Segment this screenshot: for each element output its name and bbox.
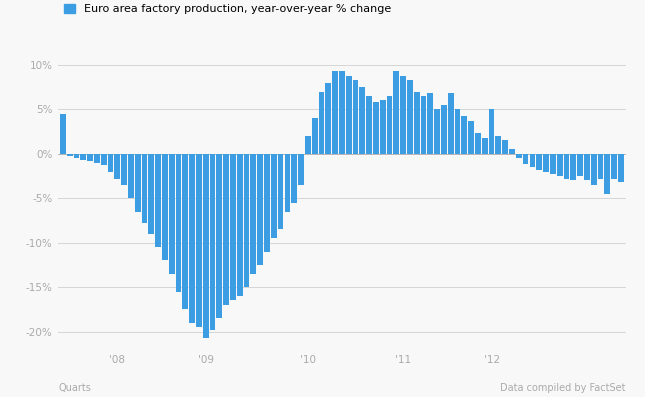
Bar	[223, 154, 229, 305]
Bar	[114, 154, 120, 179]
Bar	[292, 154, 297, 203]
Bar	[175, 154, 181, 291]
Bar	[577, 154, 583, 176]
Bar	[434, 110, 440, 154]
Bar	[87, 154, 93, 161]
Bar	[550, 154, 556, 174]
Bar	[278, 154, 284, 229]
Bar	[237, 154, 243, 296]
Bar	[604, 154, 610, 194]
Bar	[257, 154, 263, 265]
Bar	[407, 80, 413, 154]
Bar	[108, 154, 114, 172]
Bar	[557, 154, 562, 176]
Bar	[428, 93, 433, 154]
Bar	[94, 154, 100, 163]
Bar	[210, 154, 215, 330]
Bar	[244, 154, 250, 287]
Bar	[353, 80, 359, 154]
Text: Quarts: Quarts	[58, 383, 91, 393]
Bar	[264, 154, 270, 252]
Bar	[121, 154, 127, 185]
Bar	[250, 154, 256, 274]
Bar	[366, 96, 372, 154]
Bar	[502, 141, 508, 154]
Bar	[230, 154, 236, 301]
Bar	[319, 92, 324, 154]
Bar	[142, 154, 147, 223]
Bar	[128, 154, 134, 198]
Bar	[393, 71, 399, 154]
Bar	[81, 154, 86, 160]
Bar	[346, 75, 352, 154]
Bar	[543, 154, 549, 172]
Bar	[162, 154, 168, 260]
Bar	[537, 154, 542, 170]
Bar	[564, 154, 570, 179]
Bar	[183, 154, 188, 309]
Bar	[455, 110, 461, 154]
Bar	[489, 110, 495, 154]
Bar	[325, 83, 331, 154]
Bar	[618, 154, 624, 182]
Bar	[312, 118, 317, 154]
Bar	[332, 71, 338, 154]
Bar	[298, 154, 304, 185]
Bar	[400, 75, 406, 154]
Bar	[570, 154, 576, 181]
Bar	[101, 154, 106, 166]
Bar	[516, 154, 522, 158]
Bar	[530, 154, 535, 167]
Bar	[189, 154, 195, 323]
Legend: Euro area factory production, year-over-year % change: Euro area factory production, year-over-…	[64, 4, 391, 14]
Bar	[305, 136, 311, 154]
Bar	[584, 154, 590, 181]
Bar	[217, 154, 223, 318]
Bar	[74, 154, 79, 158]
Bar	[495, 136, 501, 154]
Bar	[461, 116, 467, 154]
Bar	[591, 154, 597, 185]
Bar	[169, 154, 175, 274]
Bar	[380, 100, 386, 154]
Bar	[284, 154, 290, 212]
Bar	[203, 154, 208, 338]
Bar	[66, 154, 72, 156]
Bar	[522, 154, 528, 164]
Bar	[611, 154, 617, 179]
Bar	[597, 154, 603, 179]
Bar	[386, 96, 392, 154]
Bar	[155, 154, 161, 247]
Bar	[373, 102, 379, 154]
Bar	[339, 71, 344, 154]
Text: Data compiled by FactSet: Data compiled by FactSet	[500, 383, 626, 393]
Bar	[359, 87, 365, 154]
Bar	[475, 133, 481, 154]
Bar	[148, 154, 154, 234]
Bar	[135, 154, 141, 212]
Bar	[196, 154, 202, 327]
Bar	[482, 138, 488, 154]
Bar	[468, 121, 474, 154]
Bar	[60, 114, 66, 154]
Bar	[509, 149, 515, 154]
Bar	[271, 154, 277, 238]
Bar	[414, 92, 420, 154]
Bar	[441, 105, 447, 154]
Bar	[421, 96, 426, 154]
Bar	[448, 93, 453, 154]
